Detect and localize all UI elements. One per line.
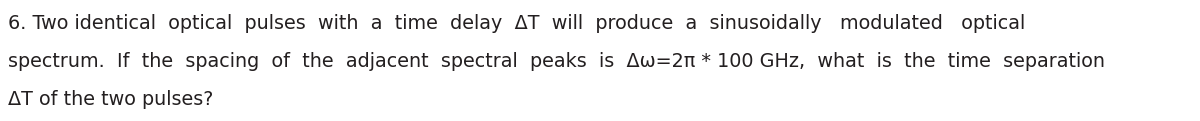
Text: spectrum.  If  the  spacing  of  the  adjacent  spectral  peaks  is  Δω=2π * 100: spectrum. If the spacing of the adjacent… [8,52,1105,71]
Text: ΔT of the two pulses?: ΔT of the two pulses? [8,90,214,109]
Text: 6. Two identical  optical  pulses  with  a  time  delay  ΔT  will  produce  a  s: 6. Two identical optical pulses with a t… [8,14,1025,33]
